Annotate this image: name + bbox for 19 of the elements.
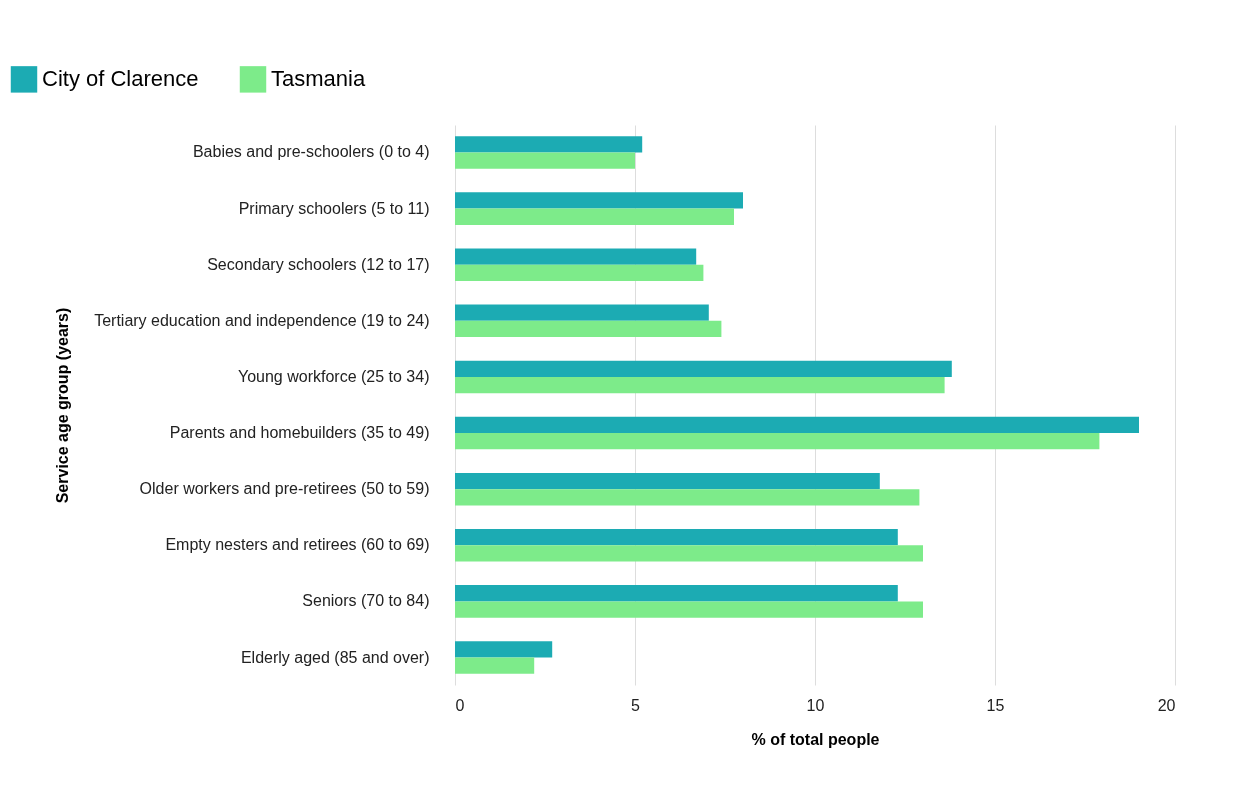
y-axis-title: Service age group (years) [53,307,71,504]
x-axis-title: % of total people [751,730,880,748]
x-tick-label: 5 [631,696,641,714]
legend-label: City of Clarence [42,66,199,92]
y-tick-label: Babies and pre-schoolers (0 to 4) [192,143,430,161]
x-tick-label: 20 [1157,696,1176,714]
x-tick-label: 10 [806,696,825,714]
legend-label: Tasmania [271,66,366,92]
y-tick-label: Young workforce (25 to 34) [237,367,430,385]
y-tick-label: Secondary schoolers (12 to 17) [207,255,430,273]
x-tick-label: 15 [986,696,1005,714]
y-tick-label: Empty nesters and retirees (60 to 69) [165,536,430,554]
x-tick-label: 0 [455,696,465,714]
y-tick-label: Tertiary education and independence (19 to 24) [94,311,430,329]
y-tick-label: Parents and homebuilders (35 to 49) [169,424,430,442]
y-tick-label: Elderly aged (85 and over) [240,648,430,666]
y-tick-label: Older workers and pre-retirees (50 to 59) [139,480,430,498]
y-tick-label: Seniors (70 to 84) [302,592,430,610]
y-tick-label: Primary schoolers (5 to 11) [238,199,430,217]
